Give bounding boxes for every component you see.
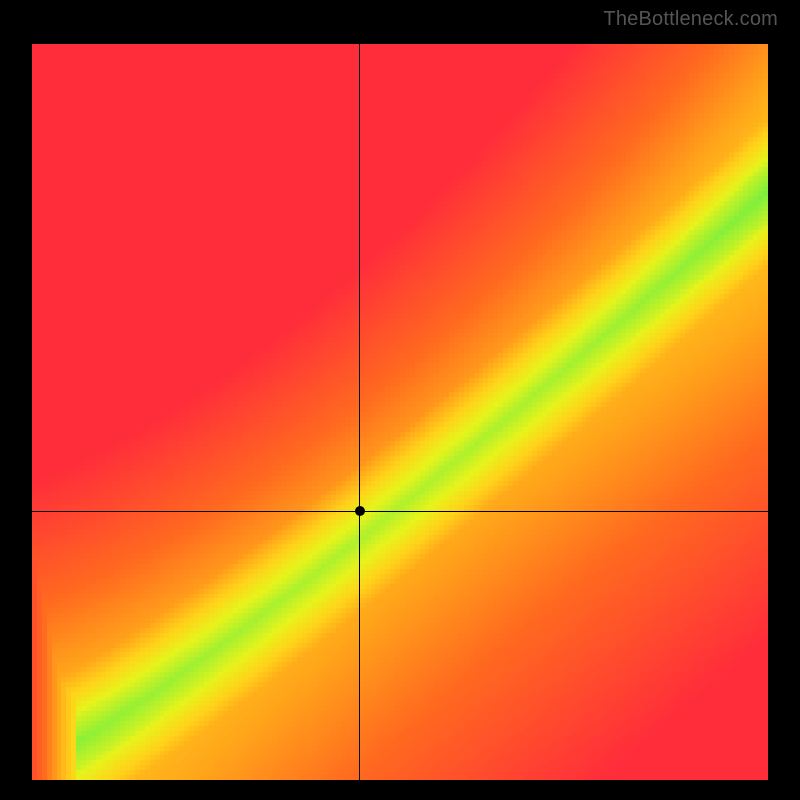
figure-root: TheBottleneck.com	[0, 0, 800, 800]
bottleneck-heatmap	[32, 44, 768, 780]
watermark-text: TheBottleneck.com	[603, 8, 778, 31]
plot-area	[32, 44, 768, 780]
